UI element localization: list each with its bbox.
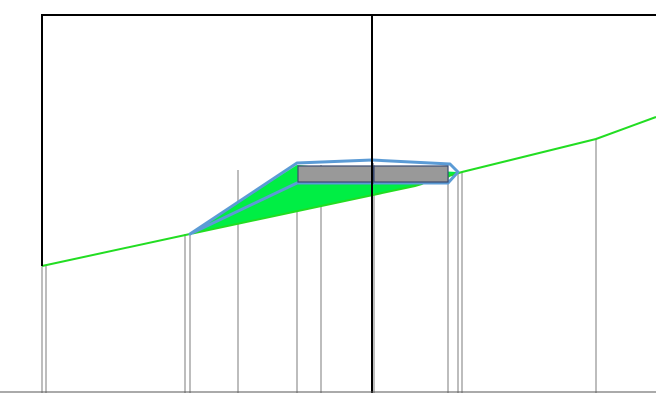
pavement-slab-right — [373, 165, 449, 183]
pavement-slab-left — [297, 165, 373, 183]
drawing-frame — [41, 14, 656, 266]
pavement-outline — [188, 158, 460, 236]
